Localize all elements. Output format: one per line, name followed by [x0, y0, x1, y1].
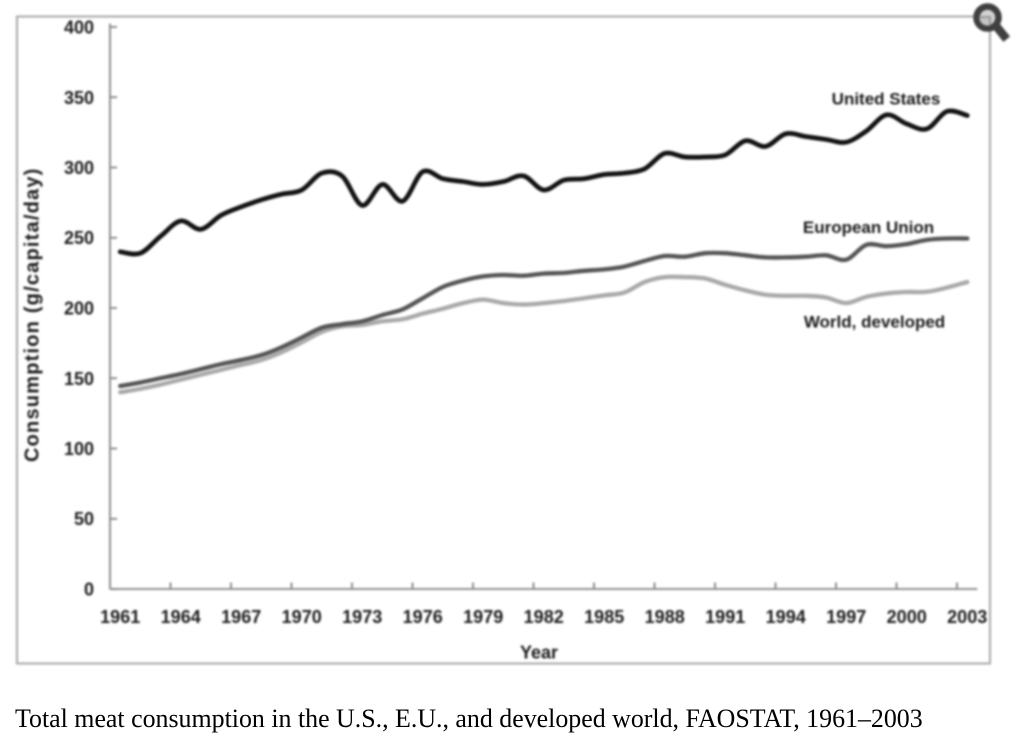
svg-text:250: 250 [64, 228, 94, 248]
svg-text:1970: 1970 [282, 607, 322, 627]
svg-text:300: 300 [64, 158, 94, 178]
svg-text:Year: Year [520, 643, 558, 663]
svg-text:150: 150 [64, 369, 94, 389]
svg-text:Consumption (g/capita/day): Consumption (g/capita/day) [22, 167, 44, 462]
svg-text:1997: 1997 [826, 607, 866, 627]
svg-text:1976: 1976 [403, 607, 443, 627]
svg-text:0: 0 [84, 580, 94, 600]
svg-text:2003: 2003 [947, 607, 987, 627]
svg-text:World, developed: World, developed [804, 313, 945, 332]
svg-text:200: 200 [64, 299, 94, 319]
svg-text:1985: 1985 [584, 607, 624, 627]
svg-text:1973: 1973 [342, 607, 382, 627]
svg-text:1964: 1964 [161, 607, 201, 627]
svg-text:European Union: European Union [803, 218, 934, 237]
svg-text:100: 100 [64, 439, 94, 459]
svg-text:1994: 1994 [766, 607, 806, 627]
svg-text:1982: 1982 [524, 607, 564, 627]
svg-text:1988: 1988 [645, 607, 685, 627]
svg-text:400: 400 [64, 18, 94, 38]
svg-text:2000: 2000 [887, 607, 927, 627]
svg-text:50: 50 [74, 509, 94, 529]
svg-text:1991: 1991 [705, 607, 745, 627]
svg-text:1967: 1967 [221, 607, 261, 627]
svg-text:1961: 1961 [100, 607, 140, 627]
svg-text:350: 350 [64, 88, 94, 108]
svg-text:1979: 1979 [463, 607, 503, 627]
svg-text:United States: United States [832, 90, 941, 109]
